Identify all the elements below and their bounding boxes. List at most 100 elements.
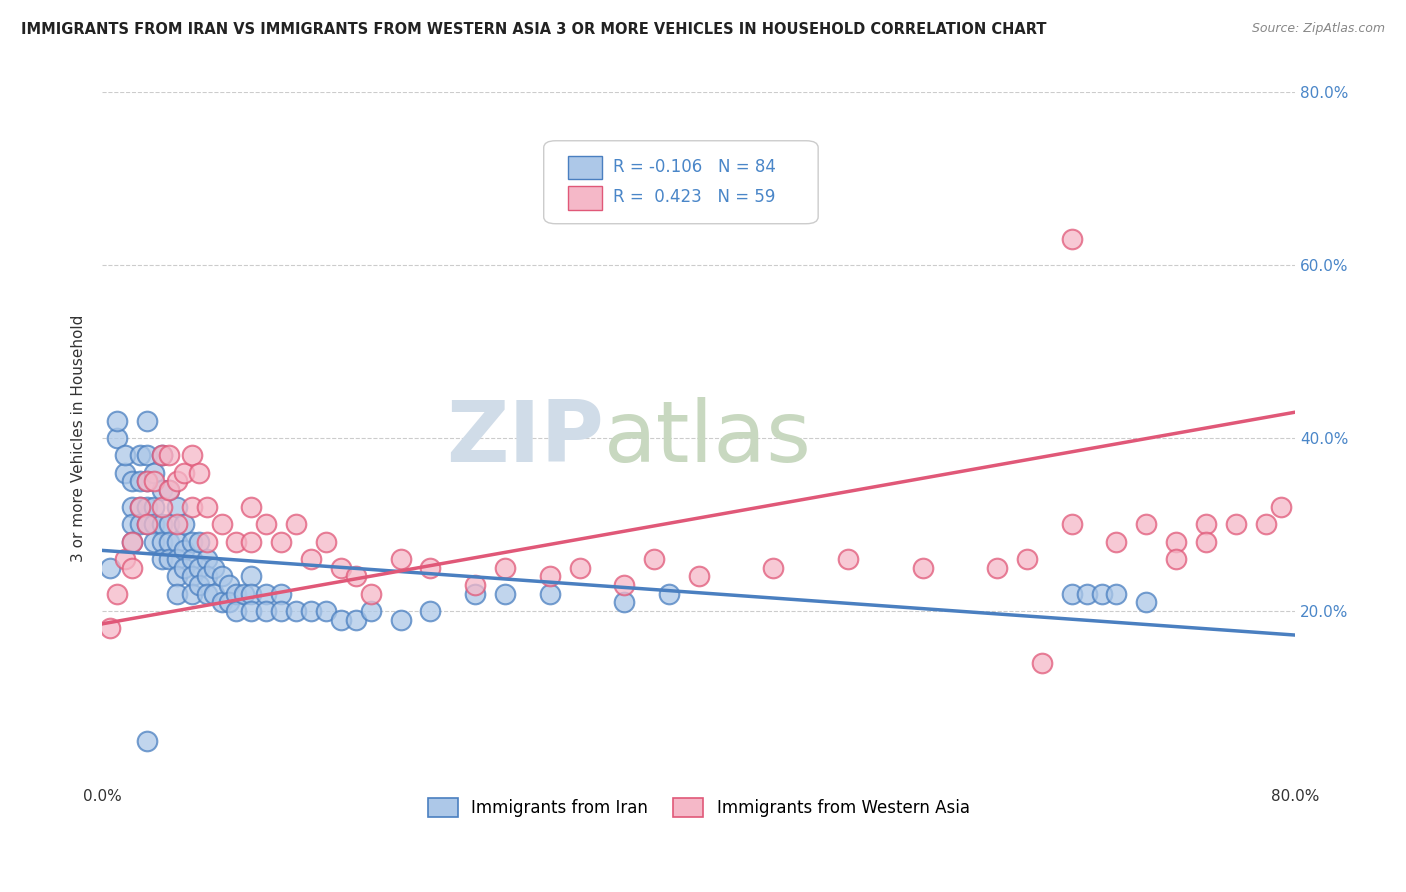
- Point: [240, 500, 263, 515]
- Point: [464, 578, 486, 592]
- Point: [285, 517, 308, 532]
- Point: [837, 552, 859, 566]
- Point: [419, 604, 441, 618]
- Point: [150, 552, 173, 566]
- Point: [211, 569, 233, 583]
- Point: [173, 466, 195, 480]
- Point: [157, 517, 180, 532]
- Point: [128, 475, 150, 489]
- Point: [114, 448, 136, 462]
- Point: [1225, 517, 1247, 532]
- Point: [1166, 534, 1188, 549]
- Point: [150, 500, 173, 515]
- Point: [225, 604, 247, 618]
- Point: [180, 500, 202, 515]
- Point: [121, 475, 143, 489]
- Point: [225, 586, 247, 600]
- Point: [157, 552, 180, 566]
- Point: [1166, 552, 1188, 566]
- Point: [166, 534, 188, 549]
- Point: [157, 534, 180, 549]
- Point: [166, 517, 188, 532]
- Point: [114, 552, 136, 566]
- Point: [240, 586, 263, 600]
- Point: [315, 534, 337, 549]
- Point: [136, 414, 159, 428]
- Point: [1076, 586, 1098, 600]
- Point: [188, 578, 211, 592]
- Point: [329, 560, 352, 574]
- Point: [254, 604, 277, 618]
- Point: [658, 586, 681, 600]
- Point: [136, 733, 159, 747]
- Point: [143, 534, 166, 549]
- Point: [157, 483, 180, 497]
- Point: [225, 534, 247, 549]
- Point: [1135, 517, 1157, 532]
- Point: [173, 543, 195, 558]
- Text: atlas: atlas: [603, 397, 811, 480]
- Point: [299, 604, 322, 618]
- Point: [360, 586, 382, 600]
- Text: R = -0.106   N = 84: R = -0.106 N = 84: [613, 158, 776, 176]
- Point: [1270, 500, 1292, 515]
- Point: [98, 560, 121, 574]
- Point: [344, 569, 367, 583]
- Point: [150, 483, 173, 497]
- Point: [188, 560, 211, 574]
- Point: [494, 586, 516, 600]
- Text: IMMIGRANTS FROM IRAN VS IMMIGRANTS FROM WESTERN ASIA 3 OR MORE VEHICLES IN HOUSE: IMMIGRANTS FROM IRAN VS IMMIGRANTS FROM …: [21, 22, 1046, 37]
- Point: [1060, 586, 1083, 600]
- Point: [1060, 232, 1083, 246]
- Point: [136, 475, 159, 489]
- Point: [240, 534, 263, 549]
- Point: [1195, 517, 1218, 532]
- Point: [157, 483, 180, 497]
- Point: [389, 613, 412, 627]
- Point: [911, 560, 934, 574]
- Point: [986, 560, 1008, 574]
- Point: [568, 560, 591, 574]
- Point: [121, 517, 143, 532]
- Point: [136, 517, 159, 532]
- Point: [166, 500, 188, 515]
- Point: [150, 534, 173, 549]
- Point: [1090, 586, 1112, 600]
- Text: R =  0.423   N = 59: R = 0.423 N = 59: [613, 188, 775, 206]
- Text: ZIP: ZIP: [446, 397, 603, 480]
- Point: [254, 586, 277, 600]
- Point: [143, 466, 166, 480]
- FancyBboxPatch shape: [544, 141, 818, 224]
- Point: [1105, 586, 1128, 600]
- Point: [688, 569, 710, 583]
- Point: [121, 534, 143, 549]
- Point: [128, 500, 150, 515]
- Legend: Immigrants from Iran, Immigrants from Western Asia: Immigrants from Iran, Immigrants from We…: [422, 791, 976, 824]
- Point: [1254, 517, 1277, 532]
- Point: [270, 586, 292, 600]
- Point: [188, 534, 211, 549]
- Point: [613, 578, 636, 592]
- Point: [1105, 534, 1128, 549]
- Point: [344, 613, 367, 627]
- Point: [464, 586, 486, 600]
- Point: [157, 448, 180, 462]
- Point: [218, 578, 240, 592]
- Point: [166, 475, 188, 489]
- Point: [315, 604, 337, 618]
- Point: [114, 466, 136, 480]
- Point: [121, 560, 143, 574]
- Point: [150, 448, 173, 462]
- Point: [136, 500, 159, 515]
- Y-axis label: 3 or more Vehicles in Household: 3 or more Vehicles in Household: [72, 314, 86, 562]
- Point: [1195, 534, 1218, 549]
- Point: [150, 448, 173, 462]
- Point: [1060, 517, 1083, 532]
- Point: [173, 517, 195, 532]
- Point: [211, 595, 233, 609]
- Point: [121, 500, 143, 515]
- Point: [143, 475, 166, 489]
- Point: [105, 586, 128, 600]
- Point: [180, 569, 202, 583]
- Point: [105, 431, 128, 445]
